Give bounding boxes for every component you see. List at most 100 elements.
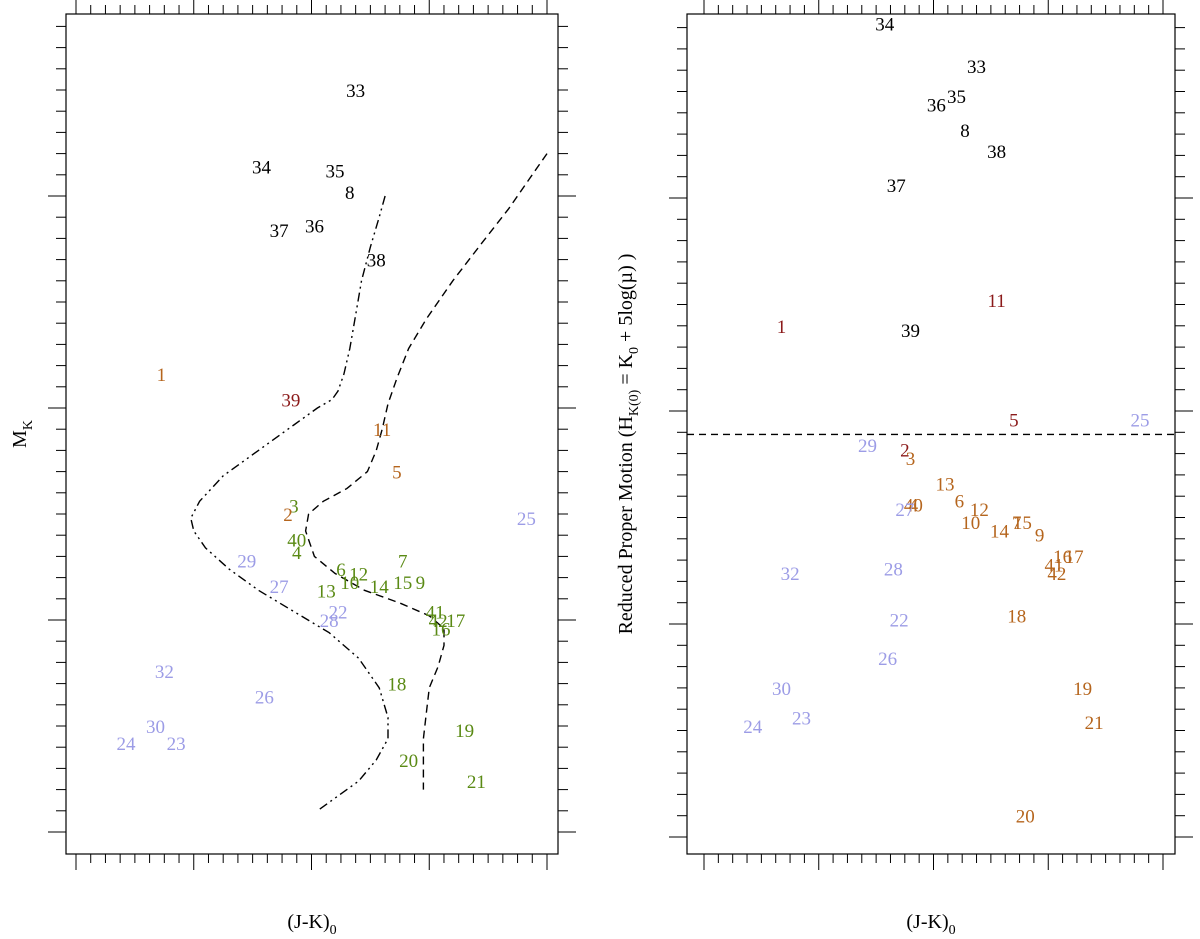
star-label: 6 (955, 491, 965, 512)
y-axis-label-part: = K (615, 353, 637, 389)
y-axis-label-part: 0 (627, 347, 642, 354)
star-label: 29 (858, 436, 877, 457)
star-label: 3 (906, 449, 916, 470)
star-label: 24 (743, 717, 763, 738)
star-label: 4 (909, 496, 919, 517)
star-label: 12 (349, 564, 368, 585)
star-label: 30 (146, 717, 165, 738)
star-label: 21 (467, 772, 486, 793)
star-label: 36 (305, 217, 324, 238)
star-label: 13 (317, 581, 336, 602)
star-label: 33 (967, 57, 986, 78)
y-axis-label-part: + 5log(µ) ) (615, 254, 637, 347)
star-label: 35 (947, 87, 966, 108)
y-axis-label-part: Reduced Proper Motion (H (615, 416, 637, 634)
x-axis-label: (J-K)0 (287, 911, 336, 938)
star-label: 14 (370, 577, 390, 598)
star-label: 39 (281, 391, 300, 412)
star-label: 28 (320, 611, 339, 632)
plot-frame (65, 13, 559, 855)
star-label: 25 (1131, 411, 1150, 432)
star-label: 10 (961, 513, 980, 534)
y-axis-label-main: M (9, 430, 31, 448)
star-label: 5 (392, 463, 402, 484)
star-label: 10 (340, 573, 359, 594)
star-label: 12 (970, 500, 989, 521)
star-label: 33 (346, 81, 365, 102)
star-label: 38 (987, 142, 1006, 163)
star-label: 42 (1047, 564, 1066, 585)
star-label: 22 (890, 611, 909, 632)
star-label: 1 (157, 365, 167, 386)
dashed-isochrone-curve (304, 153, 548, 790)
star-label: 3 (289, 497, 299, 518)
star-label: 11 (373, 420, 391, 441)
star-label: 25 (517, 509, 536, 530)
star-label: 8 (960, 121, 970, 142)
star-label: 20 (1016, 807, 1035, 828)
star-label: 1 (777, 317, 787, 338)
star-label: 9 (416, 573, 426, 594)
star-label: 4 (292, 543, 302, 564)
star-label: 41 (1044, 555, 1063, 576)
star-label: 19 (455, 721, 474, 742)
star-label: 14 (990, 521, 1010, 542)
star-label: 29 (237, 552, 256, 573)
y-axis-label: MK (9, 420, 36, 448)
star-label: 37 (887, 176, 906, 197)
dash-dot-isochrone-curve (190, 195, 389, 812)
star-label: 36 (927, 95, 946, 116)
star-label: 16 (1053, 547, 1072, 568)
x-axis-label-main: (J-K) (287, 911, 329, 933)
star-label: 2 (900, 440, 910, 461)
star-label: 19 (1073, 679, 1092, 700)
star-label: 41 (426, 603, 445, 624)
star-label: 9 (1035, 526, 1045, 547)
star-label: 2 (283, 505, 293, 526)
star-label: 15 (393, 573, 412, 594)
star-label: 40 (904, 496, 923, 517)
star-label: 13 (935, 474, 954, 495)
star-label: 17 (446, 611, 465, 632)
star-label: 18 (1007, 606, 1026, 627)
star-label: 22 (328, 603, 347, 624)
star-label: 38 (367, 251, 386, 272)
star-label: 28 (884, 560, 903, 581)
star-label: 34 (252, 157, 272, 178)
star-label: 7 (398, 552, 408, 573)
star-label: 20 (399, 751, 418, 772)
x-axis-label-main: (J-K) (906, 911, 948, 933)
star-label: 15 (1013, 513, 1032, 534)
x-axis-label: (J-K)0 (906, 911, 955, 938)
star-label: 37 (270, 221, 289, 242)
star-label: 24 (117, 734, 137, 755)
star-label: 8 (345, 183, 355, 204)
star-label: 30 (772, 679, 791, 700)
star-label: 6 (336, 560, 346, 581)
star-label: 42 (429, 611, 448, 632)
star-label: 7 (1012, 513, 1022, 534)
y-axis-label: Reduced Proper Motion (HK(0) = K0 + 5log… (615, 254, 642, 635)
star-label: 27 (270, 577, 289, 598)
x-axis-label-sub: 0 (949, 923, 956, 938)
star-label: 27 (895, 500, 914, 521)
star-label: 32 (781, 564, 800, 585)
star-label: 40 (287, 530, 306, 551)
star-label: 17 (1065, 547, 1084, 568)
star-label: 23 (167, 734, 186, 755)
star-label: 26 (878, 649, 897, 670)
star-label: 11 (987, 291, 1005, 312)
x-axis-label-sub: 0 (330, 923, 337, 938)
y-axis-label-sub: K (21, 420, 36, 430)
star-label: 21 (1085, 713, 1104, 734)
star-label: 18 (387, 675, 406, 696)
star-label: 23 (792, 709, 811, 730)
star-label: 35 (326, 162, 345, 183)
star-label: 16 (432, 619, 451, 640)
y-axis-label-part: K(0) (627, 389, 642, 416)
star-label: 5 (1009, 411, 1019, 432)
star-label: 34 (875, 14, 895, 35)
